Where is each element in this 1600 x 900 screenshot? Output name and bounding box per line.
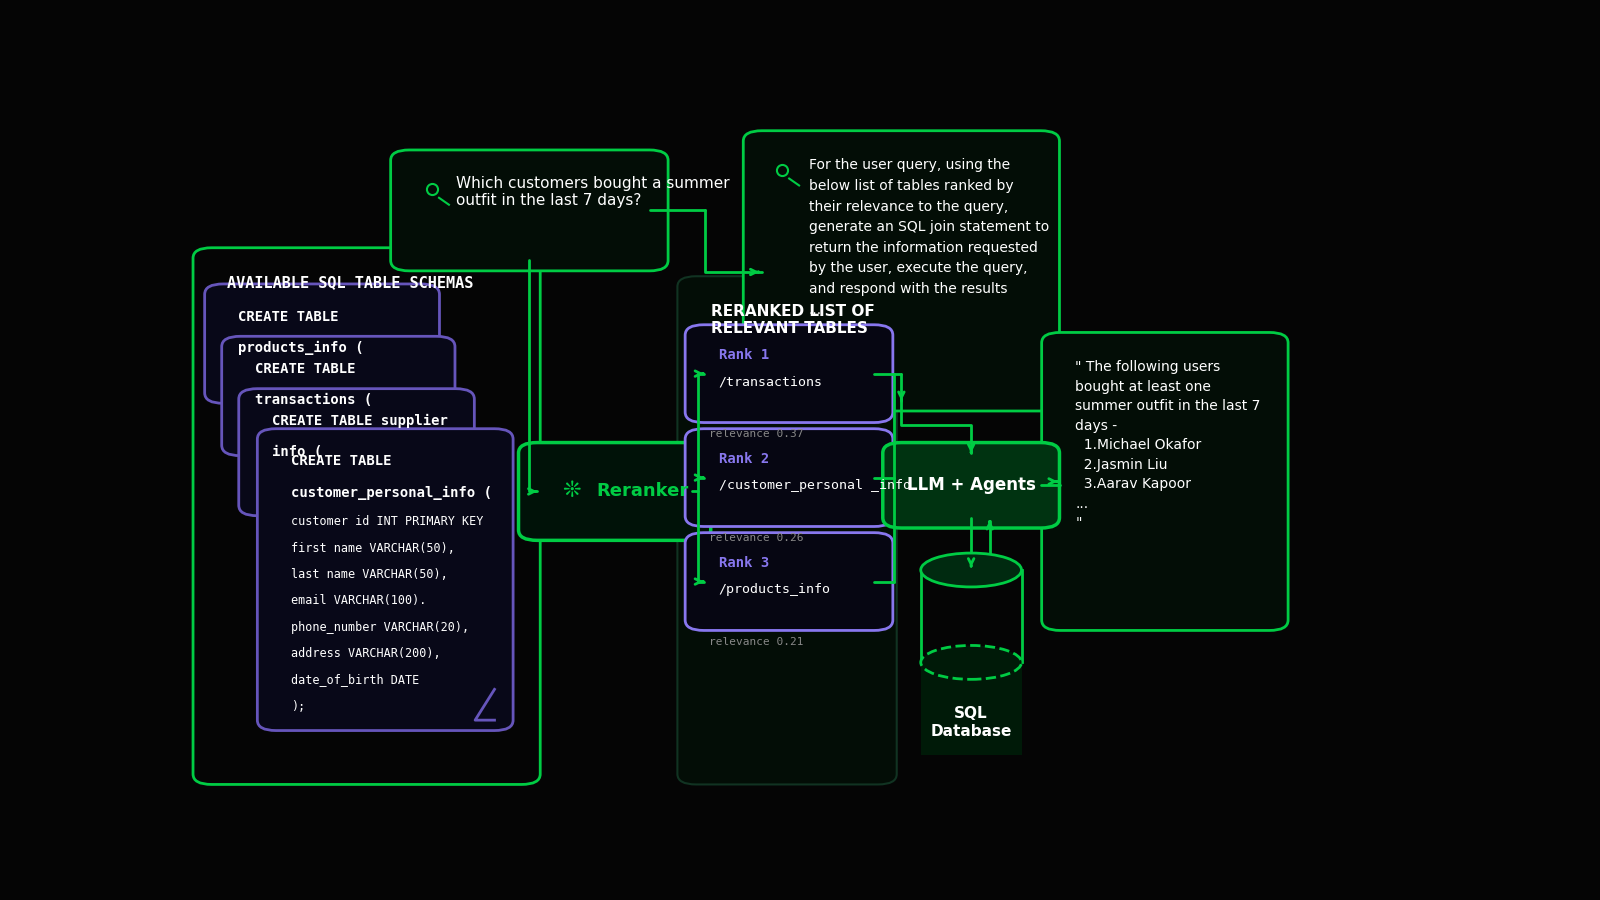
Text: relevance 0.37: relevance 0.37 [709,429,803,439]
Text: CREATE TABLE supplier: CREATE TABLE supplier [272,414,448,428]
Text: last name VARCHAR(50),: last name VARCHAR(50), [291,568,448,581]
Text: relevance 0.26: relevance 0.26 [709,534,803,544]
Text: email VARCHAR(100).: email VARCHAR(100). [291,594,426,608]
Text: customer_personal_info (: customer_personal_info ( [291,485,491,500]
FancyBboxPatch shape [685,428,893,526]
Text: /transactions: /transactions [718,375,822,388]
Text: address VARCHAR(200),: address VARCHAR(200), [291,647,440,660]
Text: CREATE TABLE: CREATE TABLE [254,362,355,376]
Text: transactions (: transactions ( [254,393,373,407]
Text: CREATE TABLE: CREATE TABLE [238,310,339,324]
Bar [920,662,1021,755]
Text: /products_info: /products_info [718,583,830,596]
FancyBboxPatch shape [238,389,474,516]
Text: products_info (: products_info ( [238,341,363,355]
FancyBboxPatch shape [685,533,893,630]
Text: AVAILABLE SQL TABLE SCHEMAS: AVAILABLE SQL TABLE SCHEMAS [227,275,474,291]
Text: For the user query, using the
below list of tables ranked by
their relevance to : For the user query, using the below list… [810,158,1050,317]
Text: RERANKED LIST OF
RELEVANT TABLES: RERANKED LIST OF RELEVANT TABLES [710,304,875,337]
Ellipse shape [920,554,1021,587]
FancyBboxPatch shape [1042,332,1288,630]
FancyBboxPatch shape [685,325,893,422]
FancyBboxPatch shape [222,337,454,455]
FancyBboxPatch shape [677,276,896,785]
Text: phone_number VARCHAR(20),: phone_number VARCHAR(20), [291,621,469,634]
Text: date_of_birth DATE: date_of_birth DATE [291,673,419,687]
FancyBboxPatch shape [194,248,541,785]
Text: Rank 1: Rank 1 [718,347,770,362]
Text: );: ); [291,699,306,713]
Text: " The following users
bought at least one
summer outfit in the last 7
days -
  1: " The following users bought at least on… [1075,360,1261,530]
FancyBboxPatch shape [258,428,514,731]
Ellipse shape [920,645,1021,680]
FancyBboxPatch shape [390,150,669,271]
Text: relevance 0.21: relevance 0.21 [709,637,803,647]
Text: LLM + Agents: LLM + Agents [907,476,1035,494]
Text: customer id INT PRIMARY KEY: customer id INT PRIMARY KEY [291,516,483,528]
FancyBboxPatch shape [744,130,1059,411]
Text: /customer_personal _info: /customer_personal _info [718,480,910,492]
Text: first name VARCHAR(50),: first name VARCHAR(50), [291,542,454,554]
Text: Reranker: Reranker [597,482,688,500]
Text: ❊: ❊ [563,482,581,501]
FancyBboxPatch shape [883,443,1059,528]
FancyBboxPatch shape [205,284,440,403]
Text: CREATE TABLE: CREATE TABLE [291,454,392,468]
Text: Which customers bought a summer
outfit in the last 7 days?: Which customers bought a summer outfit i… [456,176,730,208]
FancyBboxPatch shape [518,443,710,540]
Text: SQL
Database: SQL Database [931,706,1011,739]
Text: Rank 2: Rank 2 [718,452,770,465]
Text: info (: info ( [272,446,323,460]
Text: Rank 3: Rank 3 [718,555,770,570]
